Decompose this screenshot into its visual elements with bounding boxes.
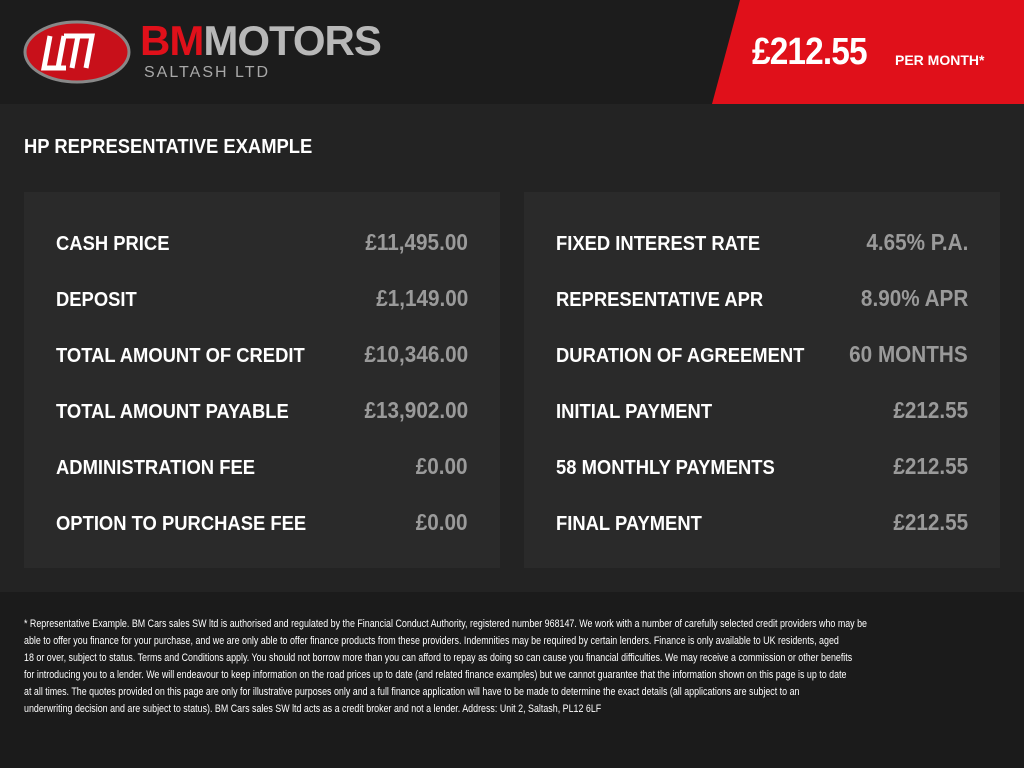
row-value: £212.55 xyxy=(893,453,968,479)
row-label: 58 MONTHLY PAYMENTS xyxy=(556,457,775,479)
row-value: £0.00 xyxy=(416,453,468,479)
brand-primary: BM xyxy=(140,17,204,64)
row: ADMINISTRATION FEE £0.00 xyxy=(56,453,468,483)
row-value: 4.65% P.A. xyxy=(865,229,968,255)
price-suffix: PER MONTH* xyxy=(895,52,985,68)
row-label: FIXED INTEREST RATE xyxy=(556,233,761,255)
logo-mark xyxy=(40,33,96,71)
disclaimer: * Representative Example. BM Cars sales … xyxy=(24,616,867,718)
row: 58 MONTHLY PAYMENTS £212.55 xyxy=(556,453,968,483)
row: TOTAL AMOUNT PAYABLE £13,902.00 xyxy=(56,397,468,427)
row: FIXED INTEREST RATE 4.65% P.A. xyxy=(556,229,968,259)
row: INITIAL PAYMENT £212.55 xyxy=(556,397,968,427)
brand-secondary: MOTORS xyxy=(203,17,382,64)
disclaimer-line: underwriting decision and are subject to… xyxy=(24,703,602,715)
row-value: £212.55 xyxy=(893,509,968,535)
brand: BMMOTORS xyxy=(140,17,382,64)
row: FINAL PAYMENT £212.55 xyxy=(556,509,968,539)
disclaimer-line: * Representative Example. BM Cars sales … xyxy=(24,618,868,630)
row-label: DURATION OF AGREEMENT xyxy=(556,345,805,367)
row-value: £10,346.00 xyxy=(364,341,468,367)
row-label: OPTION TO PURCHASE FEE xyxy=(56,513,307,535)
row-label: INITIAL PAYMENT xyxy=(556,401,713,423)
footer xyxy=(0,592,1024,768)
row-label: CASH PRICE xyxy=(56,233,170,255)
row-label: ADMINISTRATION FEE xyxy=(56,457,255,479)
price-banner xyxy=(712,0,1024,104)
row-label: TOTAL AMOUNT PAYABLE xyxy=(56,401,289,423)
row-value: £13,902.00 xyxy=(364,397,468,423)
disclaimer-line: at all times. The quotes provided on thi… xyxy=(24,686,800,698)
section-title: HP REPRESENTATIVE EXAMPLE xyxy=(24,136,313,158)
disclaimer-line: 18 or over, subject to status. Terms and… xyxy=(24,652,853,664)
row: TOTAL AMOUNT OF CREDIT £10,346.00 xyxy=(56,341,468,371)
disclaimer-line: for introducing you to a lender. We will… xyxy=(24,669,847,681)
row: DURATION OF AGREEMENT 60 MONTHS xyxy=(556,341,968,371)
price: £212.55 xyxy=(752,31,868,73)
row-value: 8.90% APR xyxy=(860,285,968,311)
row: REPRESENTATIVE APR 8.90% APR xyxy=(556,285,968,315)
row-value: £212.55 xyxy=(893,397,968,423)
row-label: REPRESENTATIVE APR xyxy=(556,289,764,311)
row-label: TOTAL AMOUNT OF CREDIT xyxy=(56,345,305,367)
brand-sub: SALTASH LTD xyxy=(144,64,271,81)
header: BMMOTORS SALTASH LTD £212.55 PER MONTH* xyxy=(0,0,1024,104)
right-panel: FIXED INTEREST RATE 4.65% P.A. REPRESENTAT… xyxy=(524,192,1000,568)
row-value: £1,149.00 xyxy=(375,285,468,311)
header-graphics xyxy=(23,0,1024,104)
row: DEPOSIT £1,149.00 xyxy=(56,285,468,315)
left-panel: CASH PRICE £11,495.00 DEPOSIT £1,149.00 TOTA… xyxy=(24,192,500,568)
disclaimer-line: able to offer you finance for your purch… xyxy=(24,635,839,647)
row-label: FINAL PAYMENT xyxy=(556,513,702,535)
row-value: £11,495.00 xyxy=(365,229,468,255)
row-label: DEPOSIT xyxy=(56,289,137,311)
row: OPTION TO PURCHASE FEE £0.00 xyxy=(56,509,468,539)
row-value: £0.00 xyxy=(416,509,468,535)
row: CASH PRICE £11,495.00 xyxy=(56,229,468,259)
row-value: 60 MONTHS xyxy=(849,341,968,367)
